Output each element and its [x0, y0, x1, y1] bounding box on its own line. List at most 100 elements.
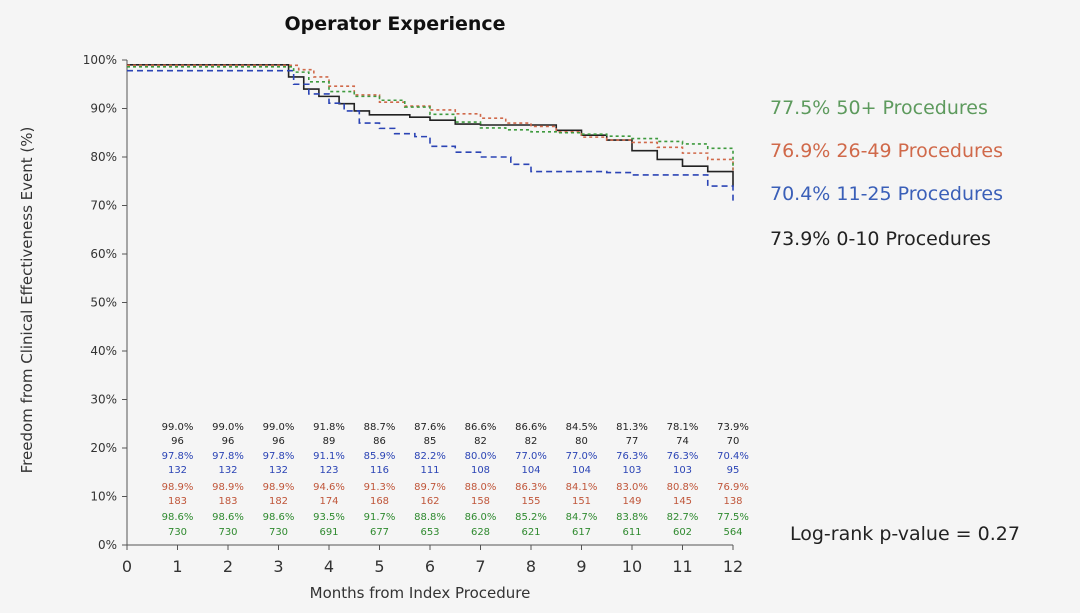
x-tick-label: 2: [223, 557, 233, 576]
risk-table-cell: 98.6%: [162, 512, 194, 523]
risk-table-cell: 77: [626, 436, 639, 447]
y-tick-label: 90%: [90, 102, 117, 116]
risk-table-cell: 730: [168, 527, 187, 538]
risk-table-cell: 76.9%: [717, 482, 749, 493]
risk-table-cell: 82: [474, 436, 487, 447]
risk-table-cell: 151: [572, 496, 591, 507]
survival-curves: [127, 64, 734, 204]
risk-table-cell: 183: [168, 496, 187, 507]
risk-table-cell: 730: [269, 527, 288, 538]
x-tick-label: 1: [172, 557, 182, 576]
risk-table-cell: 76.3%: [667, 451, 699, 462]
legend-item-26-49: 76.9% 26-49 Procedures: [770, 140, 1003, 162]
risk-table-cell: 97.8%: [212, 451, 244, 462]
y-tick-label: 80%: [90, 150, 117, 164]
x-tick-label: 7: [475, 557, 485, 576]
risk-table-cell: 621: [521, 527, 540, 538]
legend-label: 77.5% 50+ Procedures: [770, 97, 988, 119]
risk-table: 99.0% 99.0% 99.0% 91.8% 88.7% 87.6% 86.6% 86.6%…: [162, 422, 749, 538]
y-tick-label: 40%: [90, 344, 117, 358]
risk-table-cell: 89.7%: [414, 482, 446, 493]
risk-table-cell: 158: [471, 496, 490, 507]
risk-table-cell: 183: [218, 496, 237, 507]
risk-table-cell: 78.1%: [667, 422, 699, 433]
risk-table-cell: 85.2%: [515, 512, 547, 523]
risk-table-cell: 96: [222, 436, 235, 447]
risk-table-cell: 91.7%: [364, 512, 396, 523]
x-tick-label: 3: [273, 557, 283, 576]
risk-table-cell: 97.8%: [162, 451, 194, 462]
risk-table-cell: 85.9%: [364, 451, 396, 462]
risk-table-cell: 132: [269, 465, 288, 476]
risk-table-cell: 80.0%: [465, 451, 497, 462]
y-tick-label: 100%: [83, 53, 117, 67]
risk-table-cell: 104: [521, 465, 540, 476]
legend-label: 70.4% 11-25 Procedures: [770, 183, 1004, 205]
log-rank-p-value: Log-rank p-value = 0.27: [790, 523, 1020, 545]
risk-table-cell: 86.3%: [515, 482, 547, 493]
risk-table-cell: 116: [370, 465, 389, 476]
risk-table-cell: 82: [525, 436, 538, 447]
risk-table-cell: 564: [723, 527, 742, 538]
risk-table-cell: 162: [420, 496, 439, 507]
risk-table-cell: 86.0%: [465, 512, 497, 523]
x-tick-label: 6: [425, 557, 435, 576]
risk-table-cell: 138: [723, 496, 742, 507]
legend-item-50-plus: 77.5% 50+ Procedures: [770, 97, 988, 119]
risk-table-cell: 602: [673, 527, 692, 538]
risk-table-cell: 94.6%: [313, 482, 345, 493]
risk-table-cell: 104: [572, 465, 591, 476]
risk-table-cell: 91.8%: [313, 422, 345, 433]
x-tick-label: 8: [526, 557, 536, 576]
risk-table-cell: 98.9%: [162, 482, 194, 493]
risk-table-cell: 103: [622, 465, 641, 476]
risk-table-cell: 88.7%: [364, 422, 396, 433]
risk-table-cell: 83.8%: [616, 512, 648, 523]
risk-table-cell: 89: [323, 436, 336, 447]
risk-table-cell: 91.1%: [313, 451, 345, 462]
risk-table-cell: 80.8%: [667, 482, 699, 493]
risk-table-cell: 123: [319, 465, 338, 476]
x-tick-label: 12: [723, 557, 743, 576]
x-tick-label: 9: [576, 557, 586, 576]
series-line: [127, 65, 734, 170]
risk-table-cell: 103: [673, 465, 692, 476]
legend-label: 73.9% 0-10 Procedures: [770, 228, 991, 250]
risk-table-cell: 77.5%: [717, 512, 749, 523]
risk-table-cell: 99.0%: [212, 422, 244, 433]
x-tick-label: 11: [672, 557, 692, 576]
risk-table-cell: 77.0%: [566, 451, 598, 462]
risk-table-cell: 111: [420, 465, 439, 476]
risk-table-cell: 99.0%: [162, 422, 194, 433]
risk-table-cell: 85: [424, 436, 437, 447]
risk-table-cell: 691: [319, 527, 338, 538]
x-tick-label: 5: [374, 557, 384, 576]
risk-table-cell: 149: [622, 496, 641, 507]
risk-table-cell: 88.0%: [465, 482, 497, 493]
risk-table-cell: 87.6%: [414, 422, 446, 433]
risk-table-cell: 155: [521, 496, 540, 507]
risk-table-cell: 98.6%: [212, 512, 244, 523]
risk-table-cell: 99.0%: [263, 422, 295, 433]
risk-table-cell: 96: [272, 436, 285, 447]
y-tick-label: 30%: [90, 393, 117, 407]
risk-table-cell: 83.0%: [616, 482, 648, 493]
risk-table-cell: 93.5%: [313, 512, 345, 523]
risk-table-cell: 730: [218, 527, 237, 538]
y-tick-label: 20%: [90, 441, 117, 455]
risk-table-cell: 70: [727, 436, 740, 447]
risk-table-cell: 74: [676, 436, 689, 447]
risk-table-cell: 96: [171, 436, 184, 447]
risk-table-cell: 86.6%: [465, 422, 497, 433]
risk-table-cell: 174: [319, 496, 338, 507]
risk-table-cell: 82.2%: [414, 451, 446, 462]
y-tick-label: 50%: [90, 296, 117, 310]
risk-table-cell: 88.8%: [414, 512, 446, 523]
risk-table-cell: 70.4%: [717, 451, 749, 462]
risk-table-cell: 132: [218, 465, 237, 476]
risk-table-cell: 84.1%: [566, 482, 598, 493]
legend-label: 76.9% 26-49 Procedures: [770, 140, 1004, 162]
risk-table-cell: 677: [370, 527, 389, 538]
